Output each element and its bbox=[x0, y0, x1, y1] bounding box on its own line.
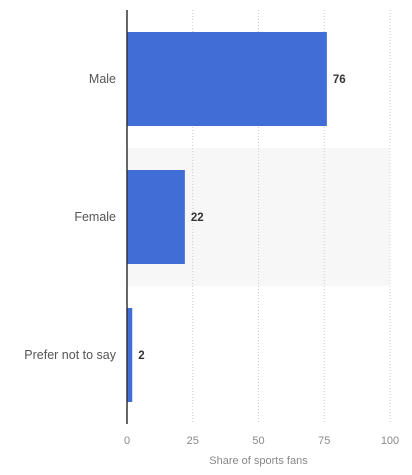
x-tick-label: 25 bbox=[187, 435, 199, 447]
bar bbox=[127, 308, 133, 402]
x-tick-label: 100 bbox=[381, 435, 399, 447]
data-label: 76 bbox=[333, 74, 346, 86]
bars bbox=[127, 32, 327, 402]
data-label: 22 bbox=[191, 212, 204, 224]
bar bbox=[127, 32, 327, 126]
category-label: Male bbox=[89, 72, 116, 86]
x-tick-label: 0 bbox=[124, 435, 130, 447]
x-tick-label: 75 bbox=[318, 435, 330, 447]
x-axis-title: Share of sports fans bbox=[209, 455, 308, 467]
x-tick-labels: 0 25 50 75 100 bbox=[124, 435, 399, 447]
category-labels: Male Female Prefer not to say bbox=[24, 72, 116, 362]
x-tick-label: 50 bbox=[252, 435, 264, 447]
bar bbox=[127, 170, 185, 264]
data-label: 2 bbox=[138, 350, 144, 362]
category-label: Prefer not to say bbox=[24, 348, 116, 362]
category-label: Female bbox=[74, 210, 116, 224]
